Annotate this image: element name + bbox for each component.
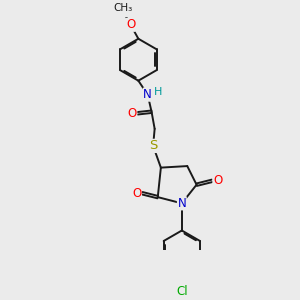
Text: S: S [149,140,157,152]
Text: O: O [128,107,137,120]
Text: Cl: Cl [176,285,188,298]
Text: O: O [213,174,222,187]
Text: N: N [143,88,152,101]
Text: O: O [132,187,141,200]
Text: O: O [126,18,135,31]
Text: H: H [154,87,162,97]
Text: CH₃: CH₃ [113,3,133,13]
Text: N: N [178,197,186,210]
